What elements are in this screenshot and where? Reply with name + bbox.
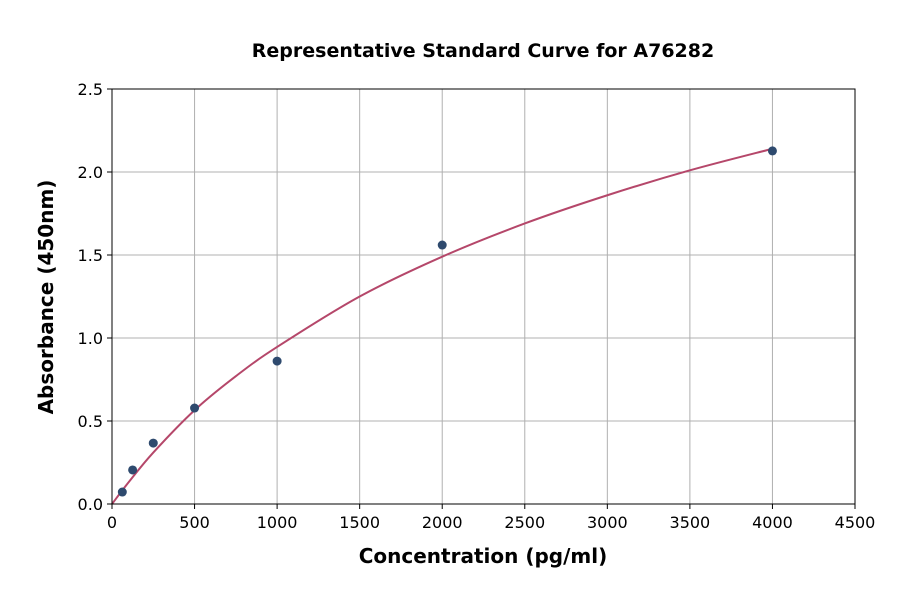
- y-tick-label: 0.0: [78, 495, 103, 514]
- fit-curve: [111, 147, 773, 505]
- data-point: [190, 403, 200, 413]
- y-tick-label: 1.0: [78, 329, 103, 348]
- y-axis-ticks: 0.0 0.5 1.0 1.5 2.0 2.5: [78, 80, 112, 514]
- data-points: [117, 146, 777, 497]
- x-tick-label: 1000: [257, 513, 298, 532]
- data-point: [437, 240, 447, 250]
- x-tick-label: 1500: [339, 513, 380, 532]
- grid: [111, 88, 856, 505]
- data-point: [128, 465, 138, 475]
- y-tick-label: 2.0: [78, 163, 103, 182]
- y-axis-label: Absorbance (450nm): [34, 180, 58, 415]
- x-tick-label: 3000: [587, 513, 628, 532]
- x-tick-label: 2500: [504, 513, 545, 532]
- data-point: [767, 146, 777, 156]
- x-tick-label: 500: [179, 513, 210, 532]
- y-tick-label: 0.5: [78, 412, 103, 431]
- plot-frame: [111, 88, 856, 505]
- data-point: [148, 438, 158, 448]
- x-tick-label: 4500: [835, 513, 876, 532]
- x-tick-label: 4000: [752, 513, 793, 532]
- x-tick-label: 3500: [670, 513, 711, 532]
- chart-title: Representative Standard Curve for A76282: [252, 40, 714, 62]
- x-axis-label: Concentration (pg/ml): [359, 544, 608, 568]
- data-point: [272, 356, 282, 366]
- y-tick-label: 2.5: [78, 80, 103, 99]
- x-tick-label: 2000: [422, 513, 463, 532]
- x-axis-ticks: 0 500 1000 1500 2000 2500 3000 3500 4000 4500: [107, 504, 875, 532]
- x-tick-label: 0: [107, 513, 117, 532]
- data-point: [117, 487, 127, 497]
- y-tick-label: 1.5: [78, 246, 103, 265]
